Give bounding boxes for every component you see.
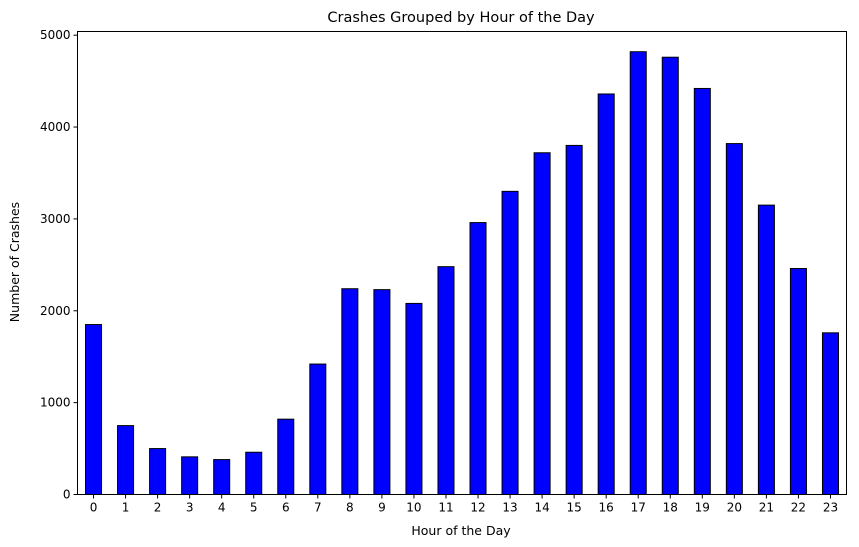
bar-hour-12 (469, 222, 487, 496)
x-tick-label: 16 (599, 501, 614, 515)
bar-hour-7 (309, 363, 327, 495)
bar-hour-20 (725, 143, 743, 496)
y-axis-label: Number of Crashes (7, 202, 22, 322)
y-tick-label: 5000 (40, 28, 71, 42)
x-tick-label: 2 (154, 501, 162, 515)
bar-hour-3 (181, 456, 199, 495)
bar-hour-2 (149, 448, 167, 496)
x-tick-label: 6 (282, 501, 290, 515)
bar-hour-10 (405, 302, 423, 496)
x-tick-label: 13 (502, 501, 517, 515)
y-tick-label: 4000 (40, 120, 71, 134)
y-axis-ticks: 0 1000 2000 3000 4000 5000 (40, 28, 78, 502)
x-tick-label: 5 (250, 501, 258, 515)
x-tick-label: 18 (663, 501, 678, 515)
bar-hour-6 (277, 418, 295, 496)
x-tick-label: 14 (534, 501, 549, 515)
bar-hour-17 (629, 51, 647, 496)
bar-hour-19 (693, 87, 711, 496)
bar-hour-1 (117, 425, 135, 496)
x-tick-label: 11 (438, 501, 453, 515)
x-tick-label: 23 (823, 501, 838, 515)
x-tick-label: 22 (791, 501, 806, 515)
x-tick-label: 0 (90, 501, 98, 515)
x-tick-label: 17 (631, 501, 646, 515)
x-tick-label: 7 (314, 501, 322, 515)
bar-hour-14 (533, 152, 551, 495)
x-tick-label: 10 (406, 501, 421, 515)
chart-title: Crashes Grouped by Hour of the Day (327, 10, 595, 26)
bar-hour-9 (373, 289, 391, 496)
x-tick-label: 4 (218, 501, 226, 515)
x-axis-label: Hour of the Day (411, 523, 511, 538)
x-tick-label: 12 (470, 501, 485, 515)
x-tick-label: 9 (378, 501, 386, 515)
y-tick-label: 2000 (40, 304, 71, 318)
x-tick-label: 8 (346, 501, 354, 515)
bar-hour-0 (85, 324, 103, 495)
bar-hour-18 (661, 56, 679, 495)
y-tick-label: 0 (63, 488, 71, 502)
x-tick-label: 20 (727, 501, 742, 515)
bar-hour-5 (245, 451, 263, 495)
x-axis-ticks: 0 1 2 3 4 5 6 7 8 9 10 11 12 13 14 15 16 17 18 19 20 21 22 23 (90, 494, 838, 515)
y-tick-label: 3000 (40, 212, 71, 226)
y-tick-label: 1000 (40, 396, 71, 410)
x-tick-label: 3 (186, 501, 194, 515)
x-tick-label: 21 (759, 501, 774, 515)
x-tick-label: 1 (122, 501, 130, 515)
bars-group (85, 51, 839, 496)
plot-frame (77, 31, 847, 495)
x-tick-label: 15 (567, 501, 582, 515)
bar-hour-13 (501, 190, 519, 495)
bar-hour-11 (437, 266, 455, 496)
bar-hour-15 (565, 144, 583, 495)
bar-hour-16 (597, 93, 615, 495)
x-tick-label: 19 (695, 501, 710, 515)
bar-hour-4 (213, 459, 231, 495)
bar-hour-23 (821, 332, 839, 495)
bar-hour-22 (789, 268, 807, 496)
bar-hour-21 (757, 204, 775, 496)
bar-hour-8 (341, 288, 359, 495)
